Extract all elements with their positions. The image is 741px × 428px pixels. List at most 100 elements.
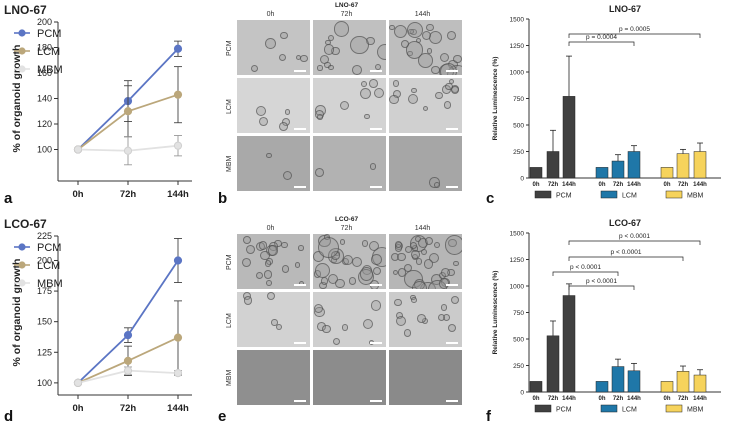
y-tick-label: 175 [37,286,52,296]
micrograph-panel-lco67: LCO-67 0h 72h 144h PCM LCM MBM [226,214,462,420]
micrograph-image [237,234,310,289]
micrograph-image [389,350,462,405]
legend-swatch [600,404,618,413]
micrograph-row-label: LCM [226,313,233,328]
bar-chart-lco67: LCO-67 0 250 500 750 1000 1250 1500 Relative Lum… [492,218,721,414]
significance-label: p < 0.0001 [570,264,601,271]
x-tick-label: 72h [120,403,137,414]
y-tick-label: 225 [37,231,52,241]
significance-bracket [568,33,701,38]
data-point-pcm [173,44,183,53]
y-tick-label: 1250 [510,257,525,264]
x-tick-label: 0h [598,396,605,402]
x-tick-label: 72h [548,396,559,402]
data-point-mbm [73,378,83,387]
y-tick-label: 750 [513,310,524,317]
y-axis-label: Relative Luminescence (%) [492,57,499,141]
line-chart-lno67: LNO-67 100 120 140 160 180 200 0h 72h 144h % of or… [4,3,192,200]
y-axis-label: % of organoid growth [11,45,23,153]
micrograph-row-label: PCM [226,254,233,270]
bar-pcm [562,295,576,393]
x-tick-label: 0h [663,396,670,402]
micrograph-image [237,292,310,347]
legend-marker [18,47,26,55]
chart-title: LCO-67 [609,218,641,228]
significance-bracket [568,41,635,46]
legend-label: MBM [687,407,704,414]
x-tick-label: 72h [548,182,559,188]
data-point-lcm [123,107,133,116]
y-tick-label: 100 [37,145,52,155]
micrograph-row-label: PCM [226,40,233,56]
micrograph-grid [237,20,462,191]
y-axis-label: % of organoid growth [11,259,23,367]
line-chart-lco67: LCO-67 100 125 150 175 200 225 0h 72h 144h % of or… [4,217,192,414]
micrograph-image [313,350,386,405]
micrograph-image [313,20,386,75]
x-tick-label: 144h [693,396,707,402]
panel-letter-a: a [4,190,13,207]
bar-lcm [595,381,609,393]
x-tick-label: 0h [72,189,83,200]
micrograph-image [389,136,462,191]
micrograph-grid [237,234,462,405]
micrograph-image [237,350,310,405]
significance-label: p = 0.0005 [619,26,650,33]
legend-label: LCM [622,407,637,414]
legend-marker [18,65,26,73]
legend-marker [18,279,26,287]
panel-letter-f: f [486,408,491,425]
x-tick-label: 0h [72,403,83,414]
bar-mbm [676,153,690,179]
x-tick-label: 72h [678,182,689,188]
bar-lcm [611,160,625,179]
bar-mbm [693,374,707,393]
panel-letter-b: b [218,190,228,207]
x-tick-label: 144h [562,182,576,188]
data-point-mbm [173,368,183,378]
legend-swatch [600,190,618,199]
legend-label: MBM [37,64,63,76]
y-tick-label: 500 [513,337,524,344]
micrograph-image [313,78,386,133]
bar-mbm [693,151,707,179]
data-point-mbm [123,146,133,155]
y-tick-label: 150 [37,317,52,327]
y-tick-label: 500 [513,123,524,130]
data-point-mbm [123,366,133,375]
bar-pcm [529,381,543,393]
y-tick-label: 0 [520,176,524,183]
legend-label: LCM [622,193,637,200]
panel-letter-e: e [218,408,227,425]
y-tick-label: 120 [37,119,52,129]
bar-mbm [676,371,690,393]
legend-marker [18,261,26,269]
bar-mbm [660,381,674,393]
significance-label: p < 0.0001 [586,278,617,285]
significance-label: p = 0.0004 [586,34,617,41]
legend-label: PCM [37,242,61,254]
legend-label: MBM [37,278,63,290]
legend-label: PCM [556,193,572,200]
bar-pcm [562,96,576,179]
x-tick-label: 144h [167,403,189,414]
y-axis-label: Relative Luminescence (%) [492,271,499,355]
y-tick-label: 200 [37,255,52,265]
micrograph-row-label: MBM [226,155,233,172]
micrograph-col-label: 72h [340,225,353,232]
x-tick-label: 0h [532,182,539,188]
micrograph-title: LCO-67 [334,216,359,223]
x-tick-label: 144h [627,396,641,402]
legend-label: LCM [37,260,60,272]
bar-lcm [595,167,609,179]
data-point-pcm [123,331,133,340]
y-tick-label: 1250 [510,43,525,50]
x-tick-label: 72h [678,396,689,402]
micrograph-image [313,292,386,347]
legend-swatch [534,404,552,413]
micrograph-image [313,234,386,289]
data-point-lcm [173,333,183,342]
legend-marker [18,29,26,37]
y-tick-label: 125 [37,347,52,357]
micrograph-image [313,136,386,191]
